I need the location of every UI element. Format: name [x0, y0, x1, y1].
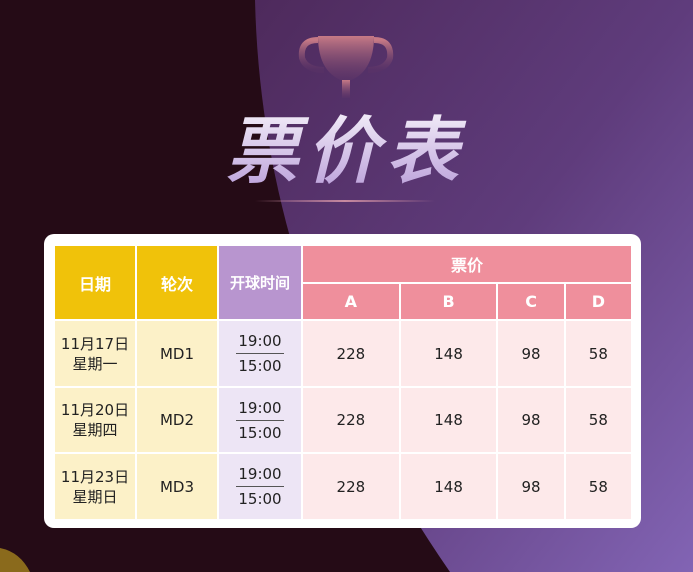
weekday: 星期日: [72, 487, 118, 506]
kickoff-time-2: 15:00: [238, 423, 282, 442]
header-tier-b: B: [398, 282, 499, 322]
price-a: 228: [301, 452, 401, 521]
background-ornament: [0, 548, 30, 572]
price-c: 98: [496, 319, 566, 388]
date-cell: 11月17日 星期一: [53, 319, 137, 388]
header-tier-a: A: [301, 282, 401, 322]
time-cell: 19:00 15:00: [217, 452, 303, 521]
table-row: 11月20日 星期四 MD2 19:00 15:00 228 148 98 58: [53, 385, 634, 455]
date: 11月23日: [60, 467, 130, 486]
price-d: 58: [563, 452, 634, 521]
date-cell: 11月23日 星期日: [53, 452, 137, 521]
kickoff-time-1: 19:00: [236, 332, 284, 355]
header-time: 开球时间: [217, 243, 303, 322]
price-b: 148: [398, 452, 499, 521]
price-b: 148: [398, 319, 499, 388]
weekday: 星期一: [72, 354, 118, 373]
header-price: 票价: [301, 243, 633, 285]
kickoff-time-2: 15:00: [238, 357, 282, 376]
price-c: 98: [496, 385, 566, 455]
round-cell: MD2: [135, 385, 219, 455]
date: 11月17日: [60, 334, 130, 353]
weekday: 星期四: [72, 421, 118, 440]
header-tier-c: C: [496, 282, 566, 322]
header-date: 日期: [53, 243, 137, 322]
table-row: 11月23日 星期日 MD3 19:00 15:00 228 148 98 58: [53, 452, 634, 521]
table-row: 11月17日 星期一 MD1 19:00 15:00 228 148 98 58: [53, 319, 634, 388]
date-cell: 11月20日 星期四: [53, 385, 137, 455]
price-d: 58: [563, 385, 634, 455]
price-table: 日期 轮次 开球时间 票价 A B C D 11月17日 星期一 MD1 19:0…: [53, 243, 634, 521]
price-b: 148: [398, 385, 499, 455]
time-cell: 19:00 15:00: [217, 385, 303, 455]
kickoff-time-1: 19:00: [236, 465, 284, 488]
kickoff-time-2: 15:00: [238, 490, 282, 509]
header-tier-d: D: [563, 282, 634, 322]
time-cell: 19:00 15:00: [217, 319, 303, 388]
price-d: 58: [563, 319, 634, 388]
trophy-icon: [298, 36, 394, 98]
price-c: 98: [496, 452, 566, 521]
price-a: 228: [301, 319, 401, 388]
date: 11月20日: [60, 401, 130, 420]
round-cell: MD3: [135, 452, 219, 521]
header-round: 轮次: [135, 243, 219, 322]
round-cell: MD1: [135, 319, 219, 388]
divider: [255, 200, 435, 202]
page-title: 票价表: [0, 92, 693, 197]
price-a: 228: [301, 385, 401, 455]
price-table-card: 日期 轮次 开球时间 票价 A B C D 11月17日 星期一 MD1 19:0…: [44, 234, 641, 528]
kickoff-time-1: 19:00: [236, 399, 284, 421]
